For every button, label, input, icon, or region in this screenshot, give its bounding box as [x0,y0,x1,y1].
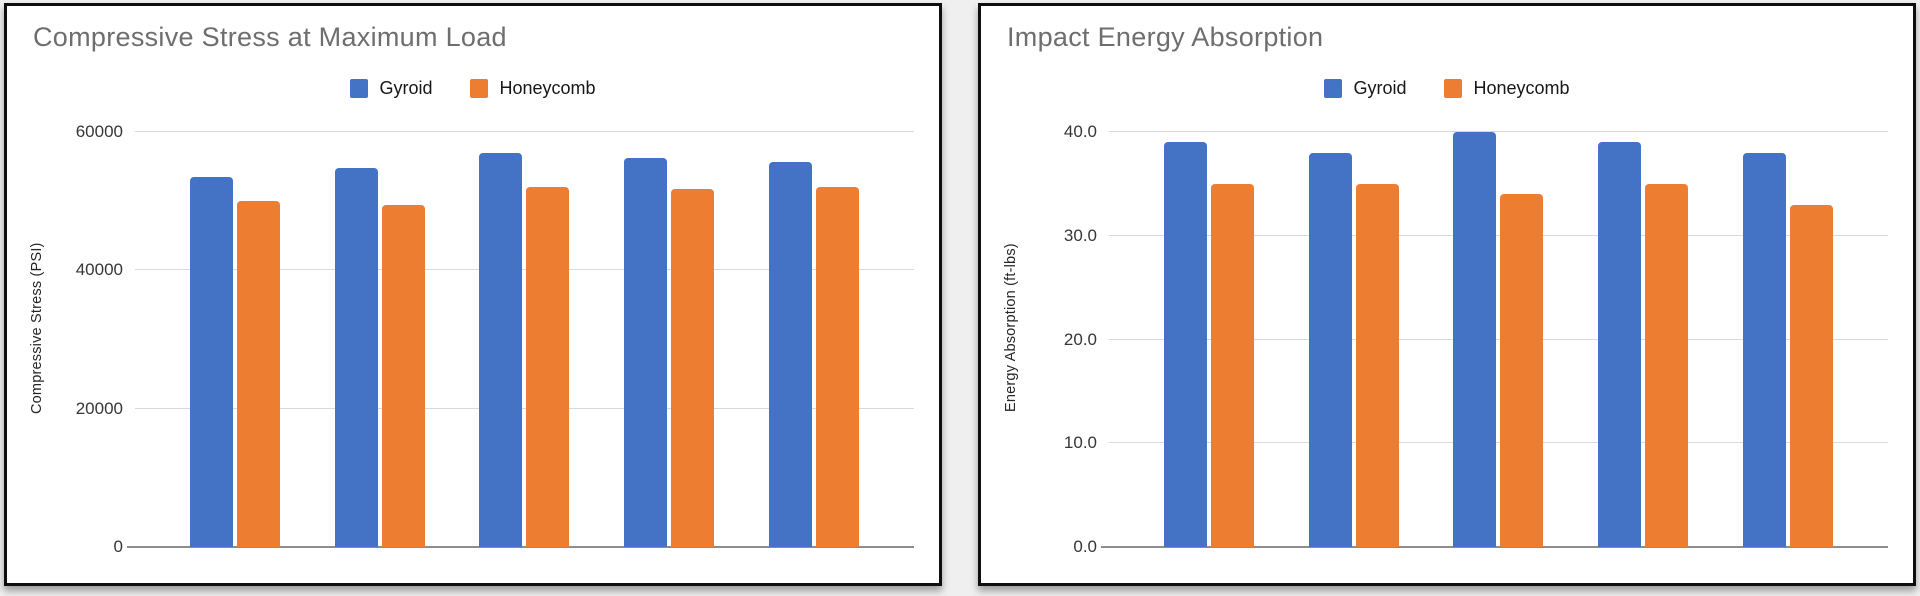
legend-label-gyroid: Gyroid [379,78,433,98]
bar-gyroid-5 [768,161,812,547]
bar-group [1137,142,1282,547]
legend-item-gyroid: Gyroid [1324,78,1406,99]
bar-honeycomb-4 [1645,183,1689,547]
gridline [1109,131,1888,132]
y-axis-title: Energy Absorption (ft-lbs) [1003,243,1019,413]
y-tick-label: 40000 [75,260,123,280]
y-tick-label: 40.0 [1063,122,1097,141]
y-tick-label: 0.0 [1073,537,1097,556]
gridline [135,131,914,132]
bar-group [163,176,308,547]
bar-gyroid-5 [1742,152,1786,547]
bar-group [308,167,453,547]
bar-honeycomb-4 [671,188,715,547]
bar-honeycomb-1 [237,201,281,547]
bar-group [741,161,886,547]
bar-honeycomb-5 [815,187,859,547]
legend: Gyroid Honeycomb [981,78,1913,99]
y-axis-title: Compressive Stress (PSI) [29,242,45,414]
bar-gyroid-3 [1453,132,1497,547]
bar-gyroid-2 [1308,152,1352,547]
y-tick-label: 20.0 [1063,329,1097,349]
bar-gyroid-1 [1164,142,1208,547]
bar-group [452,153,597,547]
bar-groups [135,109,914,547]
chart-area: Impact Energy Absorption Gyroid Honeycom… [981,6,1913,583]
y-tick-label: 10.0 [1063,433,1097,453]
bar-group [597,158,742,547]
honeycomb-color-swatch [1444,79,1463,98]
bar-group [1571,142,1716,547]
legend-item-gyroid: Gyroid [350,78,432,99]
x-axis-line [1101,546,1888,548]
gridline [135,407,914,409]
honeycomb-color-swatch [470,79,489,98]
impact-energy-chart-card: Impact Energy Absorption Gyroid Honeycom… [978,3,1916,586]
bar-honeycomb-3 [526,186,570,547]
chart-title: Compressive Stress at Maximum Load [33,22,507,52]
y-tick-label: 20000 [75,398,123,418]
gridline [1109,442,1888,444]
legend-label-honeycomb: Honeycomb [499,78,596,98]
legend-label-honeycomb: Honeycomb [1473,78,1570,98]
bar-group [1282,152,1427,547]
bar-honeycomb-1 [1211,183,1255,547]
legend: Gyroid Honeycomb [7,78,939,99]
legend-item-honeycomb: Honeycomb [470,78,596,99]
chart-area: Compressive Stress at Maximum Load Gyroi… [7,6,939,583]
bar-gyroid-4 [624,158,668,547]
compressive-stress-chart-card: Compressive Stress at Maximum Load Gyroi… [4,3,942,586]
gridline [135,269,914,271]
gyroid-color-swatch [1324,79,1343,98]
gridline [1109,338,1888,340]
y-tick-label: 30.0 [1063,225,1097,245]
gridline [1109,234,1888,236]
bar-group [1715,152,1860,547]
bar-group [1426,132,1571,547]
y-tick-label: 0 [113,537,123,556]
bar-honeycomb-2 [1355,183,1399,547]
bar-groups [1109,109,1888,547]
gyroid-color-swatch [350,79,369,98]
legend-item-honeycomb: Honeycomb [1444,78,1570,99]
bar-gyroid-4 [1598,142,1642,547]
bar-gyroid-3 [479,153,523,547]
bar-honeycomb-5 [1789,204,1833,547]
bar-honeycomb-3 [1500,194,1544,547]
y-tick-label: 60000 [75,122,123,141]
plot-area: 0.0 10.0 20.0 30.0 40.0 [1064,109,1888,556]
chart-title: Impact Energy Absorption [1007,22,1324,52]
bar-gyroid-2 [334,167,378,547]
x-axis-line [127,546,914,548]
legend-label-gyroid: Gyroid [1353,78,1407,98]
bar-gyroid-1 [190,176,234,547]
bar-honeycomb-2 [381,204,425,547]
plot-area: 0 20000 40000 60000 [76,109,914,556]
